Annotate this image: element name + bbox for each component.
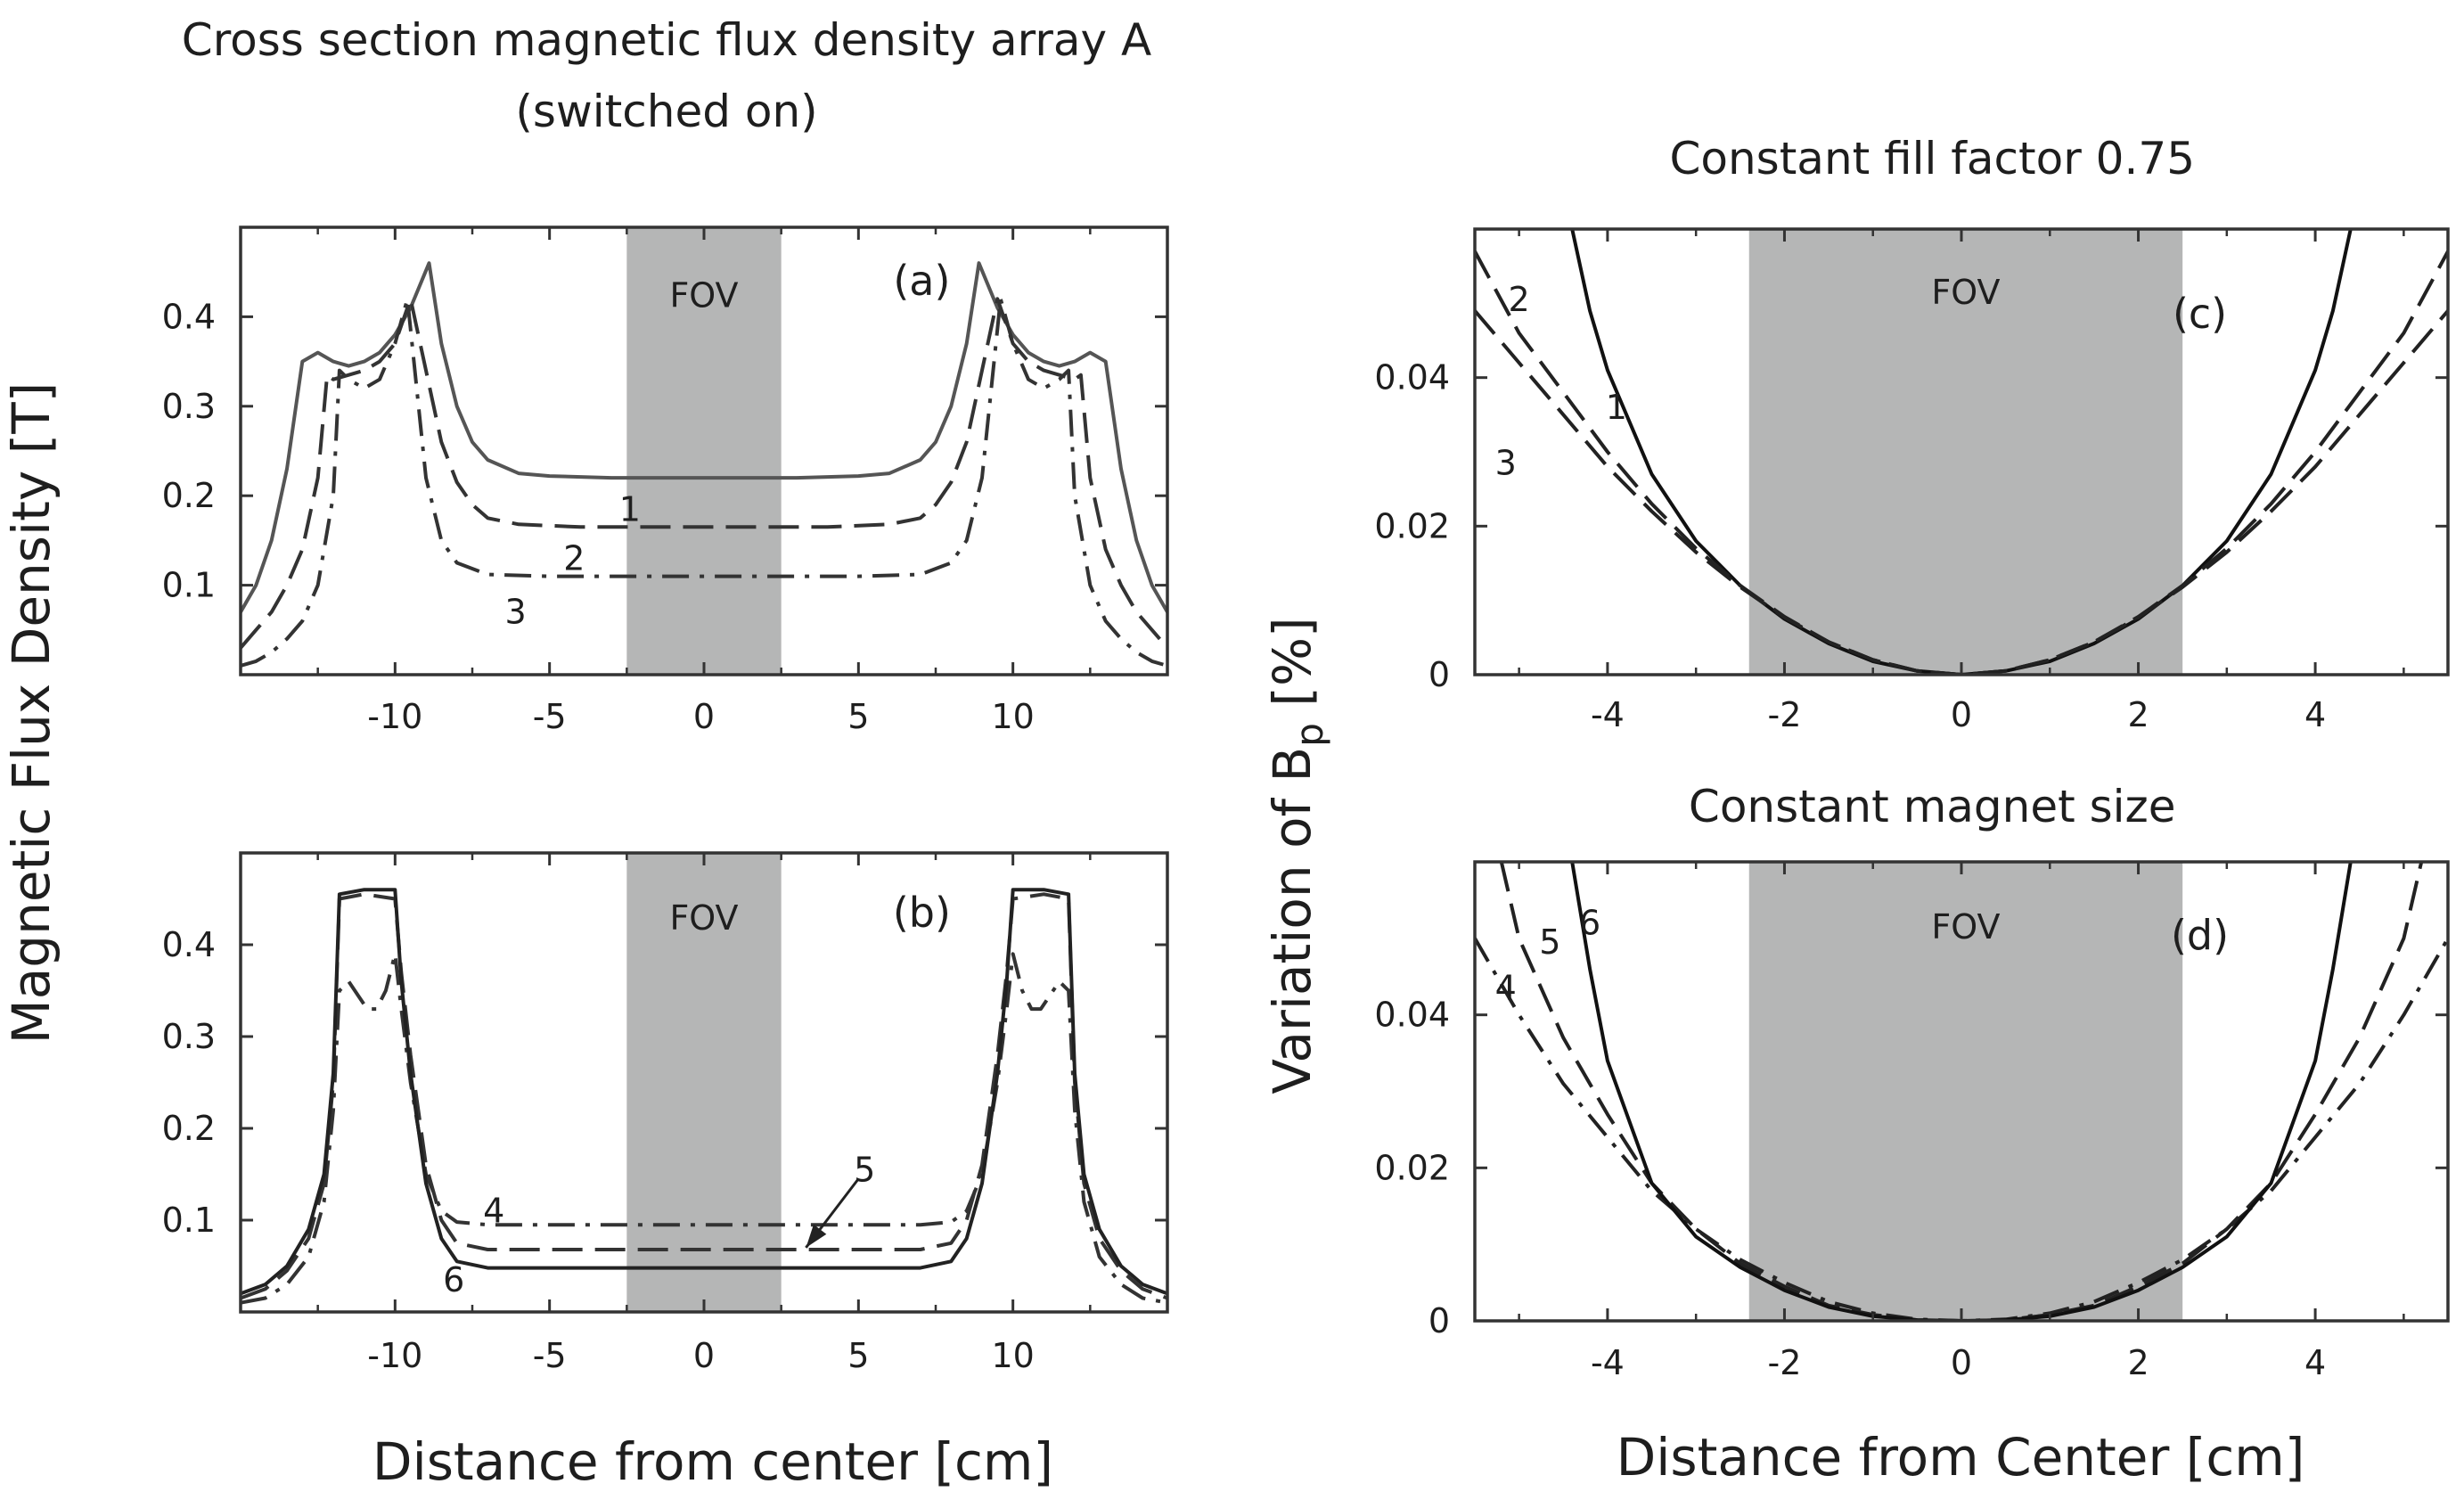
x-tick-label: -5 <box>533 1336 567 1375</box>
fov-label: FOV <box>1931 907 2000 947</box>
label-arrow-head <box>806 1224 827 1248</box>
y-tick-label: 0.1 <box>162 1201 216 1240</box>
fov-band <box>1748 229 2183 675</box>
curve-label-2: 2 <box>1509 280 1530 319</box>
curve-label-1: 1 <box>1606 388 1627 427</box>
x-tick-label: 10 <box>991 697 1034 736</box>
y-tick-label: 0.02 <box>1374 506 1450 545</box>
x-tick-label: 0 <box>1951 695 1972 734</box>
y-tick-label: 0.3 <box>162 387 216 426</box>
fov-label: FOV <box>1931 273 2000 312</box>
curve-label-4: 4 <box>1495 969 1517 1008</box>
x-tick-label: -5 <box>533 697 567 736</box>
series-line-3 <box>241 297 1167 668</box>
y-tick-label: 0.4 <box>162 297 216 336</box>
y-tick-label: 0.04 <box>1374 358 1450 398</box>
right-y-axis-title-main: Variation of B <box>1262 747 1322 1094</box>
y-tick-label: 0.4 <box>162 925 216 964</box>
left-title-line1: Cross section magnetic flux density arra… <box>182 14 1151 66</box>
curve-label-1: 1 <box>619 489 641 529</box>
series-line-2 <box>241 297 1167 650</box>
curve-label-2: 2 <box>563 538 585 578</box>
series-line-4 <box>1475 937 2448 1321</box>
fov-band <box>1748 862 2183 1321</box>
x-tick-label: 5 <box>847 1336 869 1375</box>
panel-c: FOV Constant fill factor 0.75 2 1 3 (c) -4 -2 0 2… <box>1374 133 2450 734</box>
x-tick-label: 0 <box>693 1336 715 1375</box>
x-tick-label: 0 <box>1951 1343 1972 1382</box>
panel-a: FOV 123 (a) -10 -5 0 5 10 0.1 0.2 0.3 0.4 <box>162 225 1169 736</box>
left-title-line2: (switched on) <box>515 86 817 137</box>
panel-b: FOV 4 5 6 (b) -10 -5 0 5 10 0.1 0.2 0.3 0.4 <box>162 851 1169 1375</box>
series-line-6 <box>1570 862 2353 1321</box>
x-tick-label: -4 <box>1591 695 1625 734</box>
right-y-axis-title: Variation of Bp [%] <box>1262 617 1331 1094</box>
x-tick-label: -10 <box>367 1336 422 1375</box>
series-line-4 <box>241 952 1167 1305</box>
x-tick-label: 2 <box>2127 695 2149 734</box>
series-line-3 <box>1475 309 2448 675</box>
panel-letter: (c) <box>2173 290 2227 338</box>
fov-label: FOV <box>669 275 738 315</box>
curve-label-5: 5 <box>854 1150 875 1189</box>
curve-label-6: 6 <box>1579 904 1600 943</box>
left-y-axis-title: Magnetic Flux Density [T] <box>1 382 61 1045</box>
y-tick-label: 0.3 <box>162 1017 216 1056</box>
fov-band <box>626 227 782 675</box>
y-tick-label: 0.2 <box>162 1109 216 1148</box>
fov-label: FOV <box>669 898 738 938</box>
panel-letter: (d) <box>2171 911 2229 959</box>
y-tick-label: 0.02 <box>1374 1148 1450 1187</box>
fov-band <box>626 853 782 1312</box>
x-tick-label: -2 <box>1768 695 1802 734</box>
panel-title: Constant magnet size <box>1689 781 2176 832</box>
curve-label-6: 6 <box>443 1260 464 1299</box>
right-x-axis-title: Distance from Center [cm] <box>1617 1427 2305 1488</box>
panel-letter: (a) <box>893 257 950 305</box>
curve-label-4: 4 <box>483 1192 504 1231</box>
series-line-6 <box>241 888 1167 1296</box>
right-y-axis-title-unit: [%] <box>1262 617 1322 723</box>
x-tick-label: -10 <box>367 697 422 736</box>
right-y-axis-title-subscript: p <box>1288 723 1331 747</box>
x-tick-label: 4 <box>2304 1343 2326 1382</box>
y-tick-label: 0.1 <box>162 566 216 605</box>
series-line-1 <box>241 261 1167 613</box>
panel-letter: (b) <box>893 889 951 937</box>
y-tick-label: 0 <box>1428 1301 1450 1340</box>
left-x-axis-title: Distance from center [cm] <box>372 1431 1053 1492</box>
series-line-1 <box>1570 229 2353 675</box>
y-tick-label: 0 <box>1428 655 1450 694</box>
y-tick-label: 0.04 <box>1374 996 1450 1035</box>
x-tick-label: 5 <box>847 697 869 736</box>
curve-label-5: 5 <box>1539 922 1560 962</box>
x-tick-label: 10 <box>991 1336 1034 1375</box>
y-tick-label: 0.2 <box>162 476 216 515</box>
curve-label-3: 3 <box>1495 444 1517 483</box>
curve-label-3: 3 <box>504 593 526 632</box>
x-tick-label: -4 <box>1591 1343 1625 1382</box>
x-tick-label: 0 <box>693 697 715 736</box>
x-tick-label: 4 <box>2304 695 2326 734</box>
x-tick-label: 2 <box>2127 1343 2149 1382</box>
series-line-5 <box>1499 862 2424 1321</box>
panel-title: Constant fill factor 0.75 <box>1669 133 2195 184</box>
x-tick-label: -2 <box>1768 1343 1802 1382</box>
series-line-2 <box>1475 250 2448 675</box>
